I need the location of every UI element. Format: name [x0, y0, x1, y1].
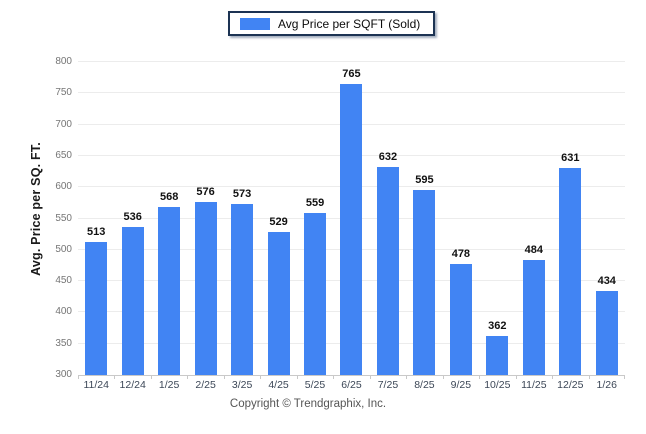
x-tick-mark	[369, 375, 371, 379]
legend-swatch-icon	[240, 17, 270, 30]
x-tick-label: 2/25	[195, 379, 216, 391]
y-tick-label: 300	[55, 369, 72, 380]
y-tick-label: 700	[55, 118, 72, 130]
bar-slot: 631	[552, 62, 588, 375]
y-axis-ticks: 300 350 400 450 500 550 600 650 700 750 800	[0, 57, 72, 380]
x-tick-label: 12/24	[119, 379, 146, 391]
bar-value-label: 631	[561, 151, 580, 164]
x-tick-mark	[260, 375, 262, 379]
x-tick-mark	[296, 375, 298, 379]
x-tick-label: 10/25	[484, 379, 511, 391]
y-tick-label: 650	[55, 149, 72, 161]
bar-value-label: 576	[196, 186, 215, 199]
legend-label: Avg Price per SQFT (Sold)	[278, 16, 421, 31]
bar-value-label: 765	[342, 67, 361, 80]
legend: Avg Price per SQFT (Sold)	[228, 11, 436, 36]
bar-slot: 434	[589, 62, 625, 375]
bar	[194, 202, 217, 375]
x-tick-mark	[552, 375, 554, 379]
bar-slot: 536	[114, 62, 150, 375]
bar	[267, 231, 290, 375]
bar-slot: 362	[479, 62, 515, 375]
x-tick-mark	[406, 375, 408, 379]
bar-value-label: 484	[524, 243, 543, 256]
bar-slot: 576	[187, 62, 223, 375]
bar	[486, 336, 509, 375]
x-tick-mark	[515, 375, 517, 379]
x-tick-mark	[223, 375, 225, 379]
bar-value-label: 536	[123, 211, 142, 224]
bar	[449, 263, 472, 375]
bar	[158, 207, 181, 375]
x-tick-label: 11/25	[521, 379, 547, 391]
x-tick-label: 8/25	[414, 379, 435, 391]
x-tick-label: 11/24	[83, 379, 109, 391]
bar-value-label: 568	[159, 191, 179, 204]
x-tick-label: 6/25	[341, 379, 362, 391]
bar-slot: 568	[151, 62, 187, 375]
y-tick-label: 750	[55, 87, 72, 99]
bar-slot: 595	[406, 62, 442, 375]
y-tick-label: 450	[55, 275, 72, 287]
x-tick-label: 3/25	[231, 379, 253, 391]
bar-value-label: 434	[597, 275, 616, 288]
x-tick-label: 4/25	[268, 379, 289, 391]
y-tick-label: 400	[55, 306, 72, 318]
y-tick-label: 550	[55, 212, 72, 224]
x-tick-mark	[479, 375, 481, 379]
x-tick-mark	[333, 375, 335, 379]
y-tick-label: 800	[55, 56, 72, 67]
bar	[340, 83, 363, 375]
x-tick-label: 1/25	[158, 379, 180, 391]
bar	[121, 227, 144, 375]
bar-value-label: 513	[87, 225, 106, 238]
x-tick-label: 12/25	[557, 379, 584, 391]
x-tick-mark	[78, 375, 79, 379]
bar-slot: 513	[78, 62, 114, 375]
y-tick-label: 600	[55, 181, 72, 193]
x-axis-labels: 11/24 12/24 1/25 2/25 3/25 4/25 5/25 6/25 7/25 8/…	[78, 379, 625, 392]
bar-value-label: 478	[451, 247, 471, 260]
bar-slot: 632	[370, 62, 406, 375]
bar-slot: 559	[297, 62, 333, 375]
bar	[595, 291, 618, 375]
bar-value-label: 529	[269, 215, 288, 228]
bar-value-label: 632	[378, 151, 398, 164]
bar-value-label: 559	[305, 196, 325, 209]
bar-value-label: 362	[488, 320, 507, 333]
bar	[522, 259, 545, 375]
bar-slot: 529	[260, 62, 296, 375]
x-tick-label: 9/25	[450, 379, 472, 391]
x-tick-mark	[150, 375, 152, 379]
bar	[413, 190, 436, 375]
y-tick-label: 350	[55, 337, 72, 349]
x-tick-label: 1/26	[596, 379, 617, 391]
x-tick-mark	[114, 375, 116, 379]
x-tick-label: 5/25	[304, 379, 326, 391]
bar-slot: 765	[333, 62, 369, 375]
plot-area: 513 536 568 576 573 529 559 765 632 595 478 362 484 6…	[78, 61, 625, 379]
copyright-text: Copyright © Trendgraphix, Inc.	[229, 398, 387, 410]
bar	[85, 241, 108, 375]
x-tick-mark	[187, 375, 189, 379]
y-tick-label: 500	[55, 243, 72, 255]
bar-slot: 573	[224, 62, 260, 375]
x-tick-mark	[442, 375, 444, 379]
x-tick-mark	[624, 375, 625, 379]
bar	[304, 212, 327, 375]
bar-value-label: 573	[232, 188, 252, 201]
bar	[231, 204, 254, 375]
bar	[559, 167, 582, 375]
gridline	[78, 61, 625, 62]
x-tick-label: 7/25	[377, 379, 399, 391]
bar-slot: 478	[443, 62, 479, 375]
x-tick-mark	[588, 375, 590, 379]
bar-slot: 484	[516, 62, 552, 375]
bar-value-label: 595	[415, 174, 434, 187]
bar	[376, 167, 399, 375]
